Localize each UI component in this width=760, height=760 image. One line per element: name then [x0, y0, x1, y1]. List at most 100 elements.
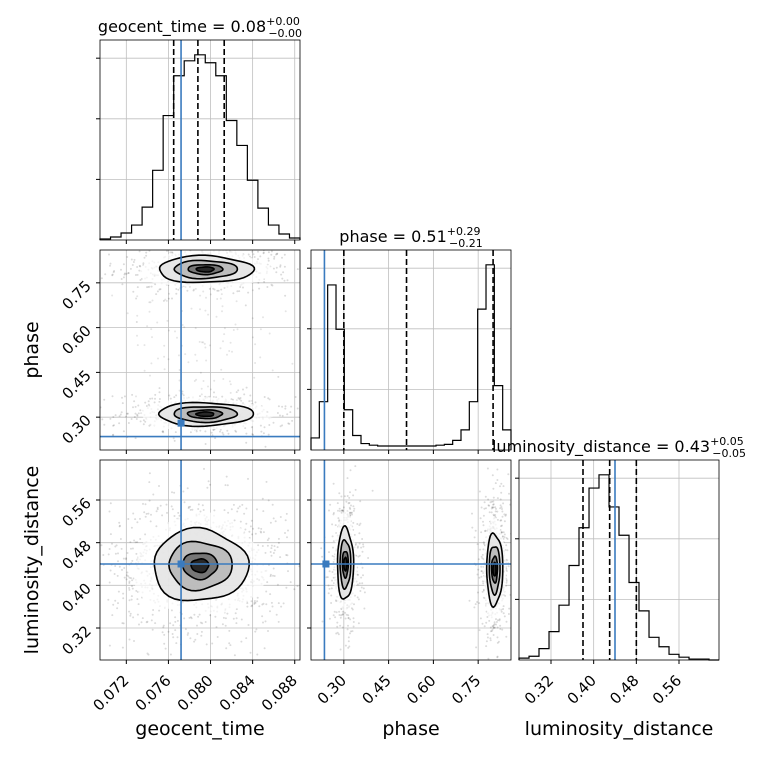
sample-point — [338, 492, 341, 495]
sample-point — [128, 588, 131, 591]
sample-point — [267, 630, 269, 632]
sample-point — [253, 600, 256, 602]
panel-title-phase: phase = 0.51+0.29 −0.21 — [339, 225, 482, 250]
sample-point — [482, 524, 485, 527]
sample-point — [251, 604, 253, 607]
sample-point — [281, 414, 284, 417]
sample-point — [256, 508, 258, 511]
sample-point — [485, 507, 487, 510]
sample-point — [128, 587, 131, 589]
sample-point — [217, 289, 220, 292]
sample-point — [347, 502, 350, 505]
sample-point — [174, 330, 176, 333]
sample-point — [216, 636, 219, 638]
sample-point — [187, 507, 190, 510]
sample-point — [230, 398, 233, 401]
sample-point — [163, 344, 166, 347]
sample-point — [271, 284, 274, 287]
sample-point — [244, 427, 247, 430]
x-axis-label-geocent-time: geocent_time — [135, 718, 264, 740]
sample-point — [154, 283, 157, 286]
sample-point — [255, 628, 258, 631]
sample-point — [199, 429, 202, 432]
sample-point — [211, 642, 214, 645]
title-main: luminosity_distance = 0.43 — [492, 437, 710, 457]
sample-point — [334, 524, 337, 527]
sample-point — [146, 325, 149, 328]
sample-point — [238, 398, 241, 401]
sample-point — [137, 603, 140, 606]
sample-point — [198, 340, 201, 343]
sample-point — [102, 554, 105, 556]
sample-point — [149, 520, 152, 523]
sample-point — [336, 625, 339, 628]
sample-point — [349, 491, 351, 494]
sample-point — [198, 613, 201, 616]
sample-point — [264, 620, 267, 623]
density-contour — [194, 411, 215, 418]
sample-point — [189, 505, 192, 508]
panel-frame — [99, 39, 301, 241]
sample-point — [496, 497, 499, 500]
sample-point — [507, 565, 510, 568]
sample-point — [111, 273, 114, 276]
sample-point — [121, 646, 124, 649]
sample-point — [490, 630, 493, 632]
sample-point — [142, 262, 145, 265]
sample-point — [148, 472, 151, 475]
sample-point — [232, 292, 235, 295]
sample-point — [226, 484, 229, 487]
sample-point — [123, 273, 126, 276]
sample-point — [348, 645, 351, 648]
sample-point — [240, 618, 243, 621]
sample-point — [259, 530, 262, 533]
sample-point — [361, 566, 364, 569]
sample-point — [229, 383, 232, 386]
sample-point — [175, 642, 178, 645]
sample-point — [237, 389, 240, 392]
sample-point — [296, 585, 299, 588]
sample-point — [129, 541, 132, 544]
sample-point — [196, 633, 199, 635]
sample-point — [263, 396, 266, 398]
sample-point — [184, 353, 187, 356]
sample-point — [130, 526, 133, 529]
sample-point — [491, 506, 494, 509]
sample-point — [135, 418, 138, 420]
sample-point — [120, 268, 122, 271]
sample-point — [245, 386, 248, 389]
histogram-geocent-time — [99, 54, 301, 240]
sample-point — [497, 640, 500, 643]
panel-title-luminosity-distance: luminosity_distance = 0.43+0.05 −0.05 — [492, 435, 746, 460]
sample-point — [269, 610, 271, 613]
sample-point — [502, 537, 505, 540]
sample-point — [505, 635, 508, 638]
sample-point — [207, 480, 210, 483]
sample-point — [237, 507, 240, 510]
sample-point — [122, 430, 125, 433]
sample-point — [136, 613, 139, 616]
sample-point — [347, 640, 350, 643]
sample-point — [239, 286, 242, 288]
sample-point — [155, 293, 158, 296]
sample-point — [162, 299, 165, 302]
sample-point — [162, 626, 165, 629]
sample-point — [492, 626, 495, 629]
sample-point — [263, 280, 266, 283]
sample-point — [229, 391, 232, 394]
sample-point — [130, 577, 132, 580]
sample-point — [262, 602, 265, 605]
sample-point — [486, 633, 489, 636]
sample-point — [279, 414, 281, 417]
sample-point — [143, 256, 146, 259]
sample-point — [500, 531, 503, 534]
sample-point — [147, 512, 150, 515]
sample-point — [197, 503, 200, 506]
sample-point — [111, 614, 114, 617]
sample-point — [177, 288, 180, 291]
sample-point — [262, 251, 265, 254]
sample-point — [204, 430, 207, 433]
sample-point — [133, 400, 136, 403]
sample-point — [131, 393, 134, 396]
sample-point — [340, 495, 343, 498]
